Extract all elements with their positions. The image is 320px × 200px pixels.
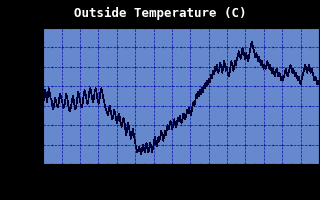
Text: Outside Temperature (C): Outside Temperature (C): [74, 6, 246, 20]
Text: Mar - Apr   2025: Mar - Apr 2025: [138, 16, 224, 25]
